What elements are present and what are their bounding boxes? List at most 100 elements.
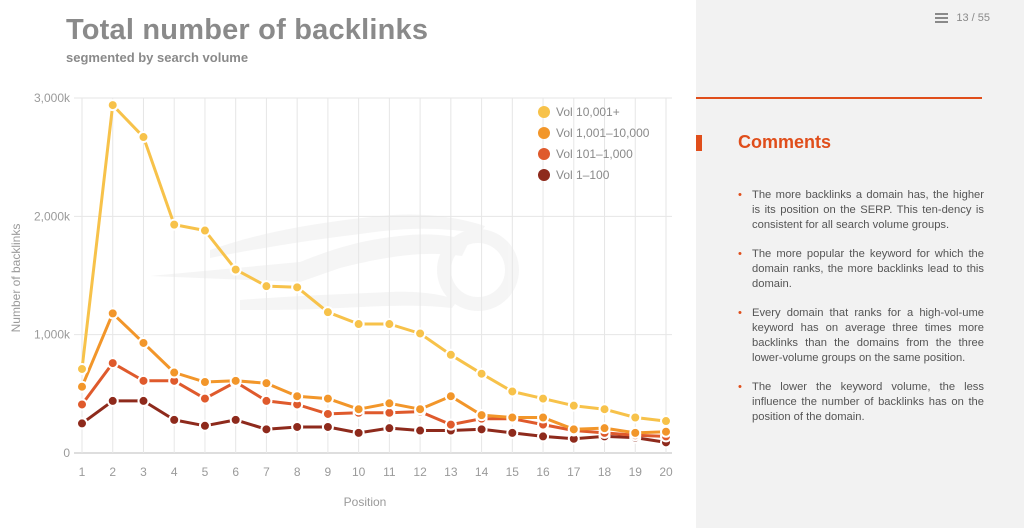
data-point[interactable]	[475, 367, 488, 380]
data-point[interactable]	[198, 419, 211, 432]
data-point[interactable]	[414, 403, 427, 416]
x-tick-label: 1	[79, 465, 86, 479]
data-point[interactable]	[567, 423, 580, 436]
x-tick-label: 3	[140, 465, 147, 479]
data-point[interactable]	[106, 307, 119, 320]
menu-icon[interactable]	[935, 13, 949, 23]
data-point[interactable]	[168, 413, 181, 426]
x-tick-label: 20	[659, 465, 673, 479]
x-tick-label: 10	[352, 465, 366, 479]
data-point[interactable]	[291, 281, 304, 294]
legend-item[interactable]: Vol 1,001–10,000	[538, 126, 650, 140]
data-point[interactable]	[383, 318, 396, 331]
page-number: 13 / 55	[956, 12, 990, 24]
data-point[interactable]	[567, 399, 580, 412]
data-point[interactable]	[629, 411, 642, 424]
x-tick-label: 16	[536, 465, 550, 479]
data-point[interactable]	[137, 336, 150, 349]
page-indicator: 13 / 55	[935, 12, 990, 24]
y-tick-label: 0	[63, 446, 70, 460]
x-tick-label: 13	[444, 465, 458, 479]
data-point[interactable]	[198, 224, 211, 237]
data-point[interactable]	[137, 374, 150, 387]
data-point[interactable]	[260, 377, 273, 390]
data-point[interactable]	[198, 392, 211, 405]
data-point[interactable]	[76, 417, 88, 430]
data-point[interactable]	[598, 422, 611, 435]
page-title: Total number of backlinks	[66, 14, 429, 46]
comments-accent-bar	[696, 134, 702, 151]
data-point[interactable]	[414, 424, 427, 437]
data-point[interactable]	[198, 376, 211, 388]
data-point[interactable]	[291, 390, 304, 403]
data-point[interactable]	[660, 425, 672, 438]
data-point[interactable]	[76, 380, 88, 393]
data-point[interactable]	[229, 413, 242, 426]
data-point[interactable]	[475, 409, 488, 422]
data-point[interactable]	[383, 422, 396, 435]
legend-item[interactable]: Vol 101–1,000	[538, 147, 633, 161]
x-tick-label: 9	[325, 465, 332, 479]
data-point[interactable]	[352, 403, 365, 416]
data-point[interactable]	[537, 392, 550, 405]
data-point[interactable]	[321, 392, 334, 405]
legend-marker	[538, 106, 550, 118]
data-point[interactable]	[383, 397, 396, 410]
x-tick-label: 19	[629, 465, 643, 479]
data-point[interactable]	[598, 403, 611, 416]
comments-title: Comments	[738, 132, 832, 152]
x-tick-label: 15	[506, 465, 520, 479]
page-subtitle: segmented by search volume	[66, 50, 249, 65]
data-point[interactable]	[321, 420, 334, 433]
data-point[interactable]	[291, 420, 304, 433]
data-point[interactable]	[106, 357, 119, 370]
data-point[interactable]	[229, 263, 242, 276]
data-point[interactable]	[260, 423, 273, 436]
comment-item: The more backlinks a domain has, the hig…	[738, 188, 984, 233]
section-divider	[696, 97, 982, 99]
chart-legend[interactable]: Vol 10,001+ Vol 1,001–10,000 Vol 101–1,000…	[538, 105, 650, 182]
comment-item: The more popular the keyword for which t…	[738, 247, 984, 292]
y-axis-title: Number of backlinks	[9, 224, 23, 333]
data-point[interactable]	[414, 327, 427, 340]
data-point[interactable]	[137, 394, 150, 407]
legend-item[interactable]: Vol 1–100	[538, 168, 610, 182]
x-tick-label: 7	[263, 465, 270, 479]
data-point[interactable]	[260, 280, 273, 293]
data-point[interactable]	[352, 318, 365, 331]
data-point[interactable]	[537, 411, 550, 424]
data-point[interactable]	[506, 411, 519, 424]
data-point[interactable]	[321, 407, 334, 420]
y-tick-label: 3,000k	[34, 91, 71, 105]
legend-marker	[538, 127, 550, 139]
legend-item[interactable]: Vol 10,001+	[538, 105, 620, 119]
data-point[interactable]	[229, 374, 242, 387]
data-point[interactable]	[76, 398, 88, 411]
data-point[interactable]	[352, 426, 365, 439]
data-point[interactable]	[537, 430, 550, 443]
data-point[interactable]	[506, 385, 519, 398]
data-point[interactable]	[106, 394, 119, 407]
data-point[interactable]	[321, 306, 334, 319]
legend-marker	[538, 148, 550, 160]
data-point[interactable]	[260, 394, 273, 407]
data-point[interactable]	[137, 131, 150, 144]
x-tick-label: 11	[383, 465, 396, 479]
data-point[interactable]	[444, 390, 457, 403]
data-point[interactable]	[168, 366, 181, 379]
data-point[interactable]	[106, 99, 119, 112]
comment-item: Every domain that ranks for a high-vol-u…	[738, 306, 984, 366]
x-tick-label: 6	[232, 465, 239, 479]
data-point[interactable]	[76, 362, 88, 375]
data-point[interactable]	[444, 348, 457, 361]
data-point[interactable]	[444, 418, 457, 431]
data-point[interactable]	[506, 426, 519, 439]
data-point[interactable]	[475, 423, 488, 436]
data-point[interactable]	[629, 426, 642, 439]
x-tick-label: 18	[598, 465, 612, 479]
y-tick-label: 2,000k	[34, 209, 71, 223]
data-point[interactable]	[660, 415, 672, 428]
data-point[interactable]	[168, 218, 181, 231]
x-tick-label: 5	[202, 465, 209, 479]
